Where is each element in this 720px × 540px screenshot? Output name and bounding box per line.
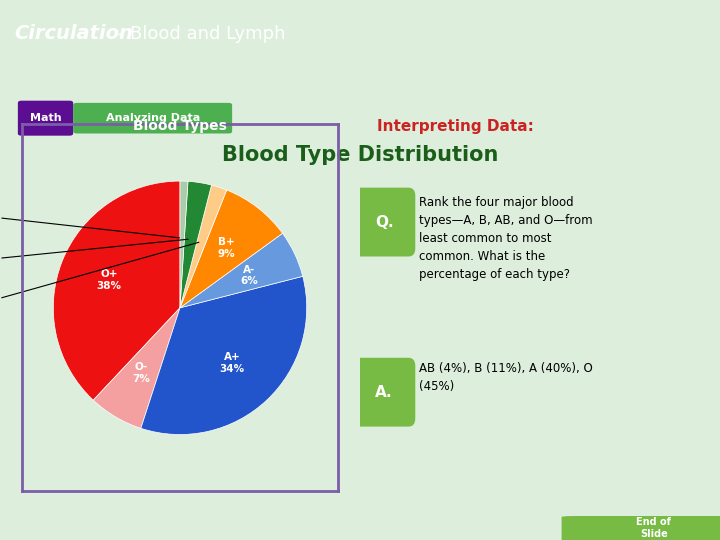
Text: A+
34%: A+ 34%: [220, 353, 245, 374]
Text: - Blood and Lymph: - Blood and Lymph: [112, 25, 285, 43]
Wedge shape: [180, 185, 227, 308]
Wedge shape: [180, 233, 302, 308]
Wedge shape: [180, 181, 212, 308]
Text: Rank the four major blood
types—A, B, AB, and O—from
least common to most
common: Rank the four major blood types—A, B, AB…: [419, 195, 593, 281]
Text: Circulation: Circulation: [14, 24, 133, 43]
Wedge shape: [180, 181, 188, 308]
Wedge shape: [180, 190, 282, 308]
Text: End of
Slide: End of Slide: [636, 517, 671, 539]
FancyBboxPatch shape: [18, 100, 73, 136]
Text: Interpreting Data:: Interpreting Data:: [377, 119, 534, 134]
Text: A.: A.: [375, 384, 393, 400]
Text: O-
7%: O- 7%: [132, 362, 150, 384]
Text: B+
9%: B+ 9%: [217, 237, 235, 259]
FancyBboxPatch shape: [353, 188, 415, 256]
Text: AB (4%), B (11%), A (40%), O
(45%): AB (4%), B (11%), A (40%), O (45%): [419, 362, 593, 393]
FancyBboxPatch shape: [353, 358, 415, 427]
Text: Blood Types: Blood Types: [133, 119, 227, 133]
Text: AB+
3%: AB+ 3%: [0, 239, 188, 271]
FancyBboxPatch shape: [562, 516, 720, 540]
Text: B-
2%: B- 2%: [0, 242, 199, 312]
Text: Analyzing Data: Analyzing Data: [106, 113, 199, 123]
Text: Blood Type Distribution: Blood Type Distribution: [222, 145, 498, 165]
Text: Q.: Q.: [375, 214, 394, 230]
Wedge shape: [53, 181, 180, 400]
FancyBboxPatch shape: [73, 103, 232, 133]
Text: O+
38%: O+ 38%: [96, 269, 122, 291]
Text: A-
6%: A- 6%: [240, 265, 258, 286]
Wedge shape: [94, 308, 180, 428]
Text: Math: Math: [30, 113, 61, 123]
Wedge shape: [141, 276, 307, 435]
Text: AB-
1%: AB- 1%: [0, 206, 179, 238]
